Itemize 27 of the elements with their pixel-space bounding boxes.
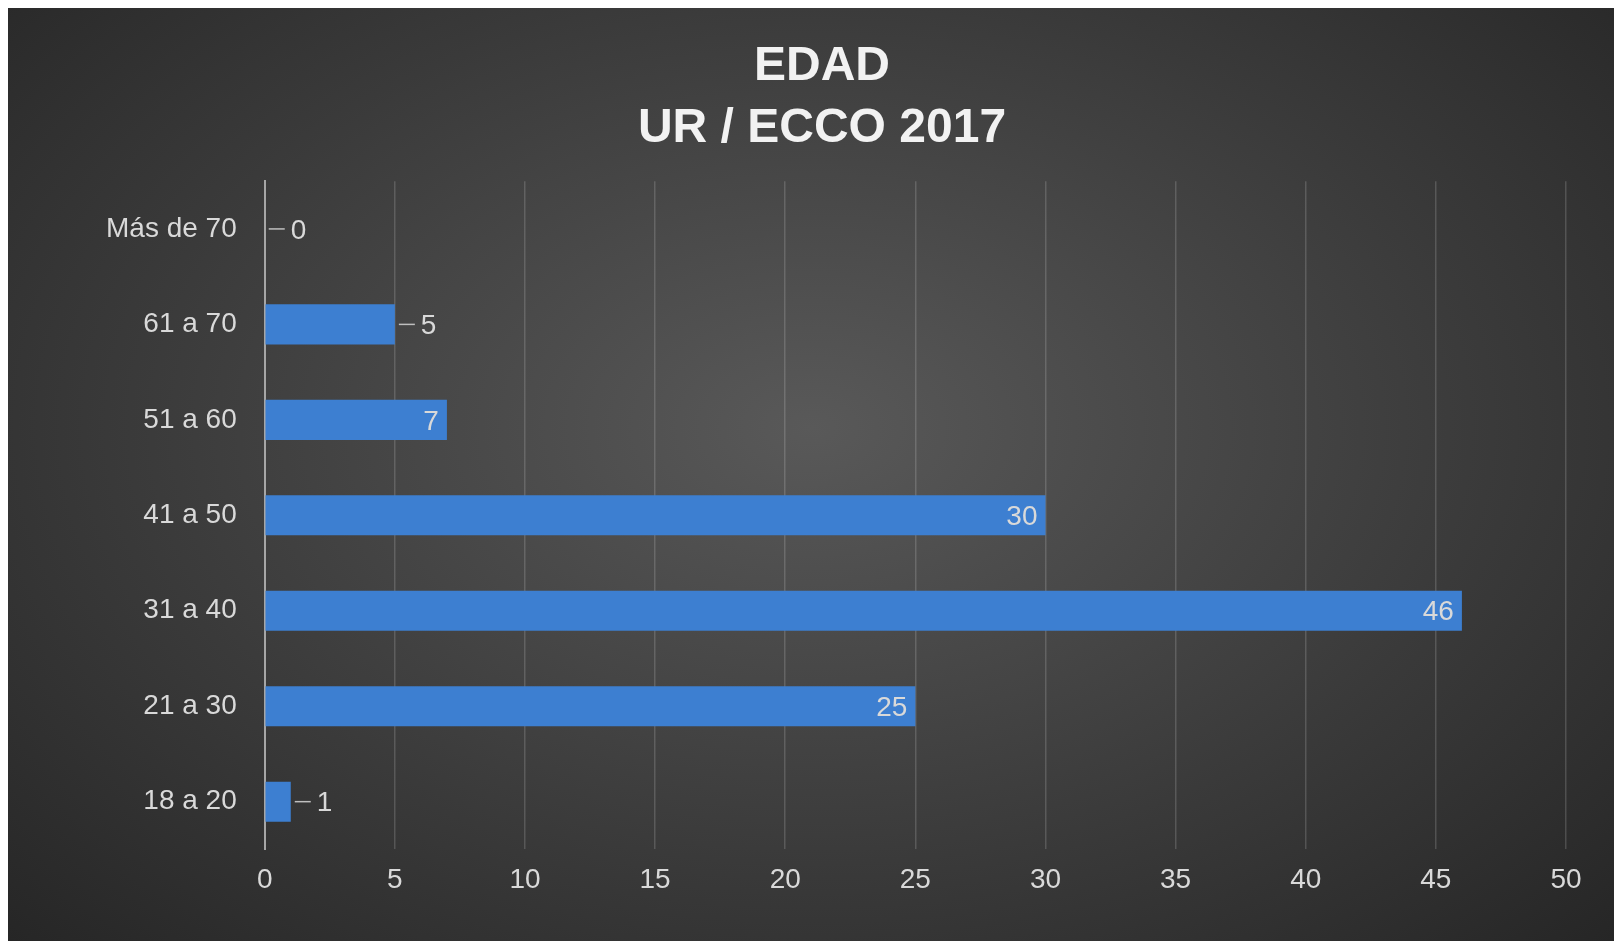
x-tick-label: 45 [1420, 862, 1452, 894]
y-tick-label: 18 a 20 [143, 784, 237, 816]
y-tick-label: 61 a 70 [143, 307, 237, 339]
data-label: 1 [316, 786, 333, 818]
x-tick-label: 40 [1290, 862, 1322, 894]
x-tick-label: 5 [387, 862, 403, 894]
data-label: 25 [876, 690, 908, 722]
y-tick-label: 31 a 40 [143, 593, 237, 625]
data-label: 0 [290, 213, 307, 245]
x-tick-label: 0 [256, 862, 273, 894]
x-tick-label: 15 [639, 862, 671, 894]
x-tick-label: 25 [899, 862, 931, 894]
data-label: 5 [420, 309, 437, 341]
y-tick-label: 41 a 50 [143, 498, 237, 530]
y-tick-label: 51 a 60 [143, 402, 237, 434]
data-label: 30 [1006, 500, 1038, 532]
x-tick-label: 10 [509, 862, 541, 894]
chart-title: EDAD [753, 37, 891, 91]
y-tick-label: Más de 70 [105, 211, 237, 243]
x-tick-label: 30 [1029, 862, 1062, 894]
y-tick-label: 21 a 30 [143, 688, 237, 720]
data-label: 46 [1422, 595, 1454, 627]
x-tick-label: 35 [1160, 862, 1192, 894]
x-tick-label: 20 [769, 862, 801, 894]
x-tick-label: 50 [1550, 862, 1582, 894]
data-label: 7 [423, 404, 439, 436]
chart-subtitle: UR / ECCO 2017 [637, 98, 1007, 152]
